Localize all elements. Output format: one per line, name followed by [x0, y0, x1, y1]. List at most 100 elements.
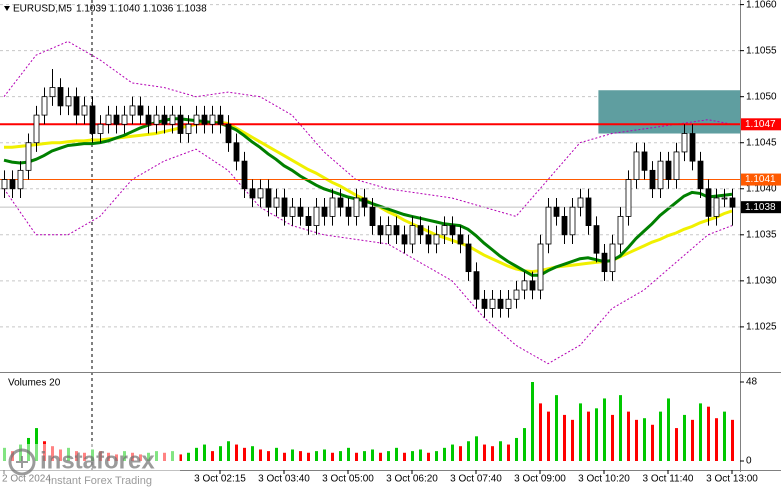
candle-body — [609, 243, 616, 273]
candle-body — [265, 188, 272, 208]
candle-body — [481, 298, 488, 309]
x-tick-label: 3 Oct 02:15 — [194, 474, 246, 485]
candle-body — [449, 225, 456, 236]
level-label: 1.1041 — [745, 174, 776, 185]
candle-body — [169, 114, 176, 125]
candle-body — [289, 206, 296, 217]
candle-body — [577, 197, 584, 208]
y-tick-label: 1.1035 — [746, 229, 777, 240]
candle-body — [705, 188, 712, 217]
candle-body — [241, 160, 248, 190]
level-label: 1.1038 — [745, 202, 776, 213]
candle-body — [305, 215, 312, 226]
candle-body — [217, 114, 224, 125]
watermark-logo-mark — [16, 456, 28, 468]
volume-tick-label: 48 — [746, 377, 758, 388]
candle-body — [145, 114, 152, 125]
y-tick-label: 1.1050 — [746, 91, 777, 102]
zone — [598, 90, 740, 134]
candle-body — [601, 252, 608, 273]
candle-body — [273, 197, 280, 208]
level-box — [741, 173, 781, 186]
candle-body — [433, 234, 440, 245]
candle-body — [313, 206, 320, 226]
candle-body — [457, 234, 464, 245]
candle-body — [353, 197, 360, 217]
x-tick-label: 3 Oct 05:00 — [322, 474, 374, 485]
volume-title: Volumes 20 — [8, 378, 61, 389]
candle-body — [257, 188, 264, 199]
candle-body — [9, 179, 16, 190]
candle-body — [177, 114, 184, 134]
candle-body — [713, 197, 720, 217]
candle-body — [137, 105, 144, 116]
x-tick-label: 3 Oct 06:20 — [386, 474, 438, 485]
candle-body — [689, 133, 696, 162]
candle-body — [729, 197, 736, 208]
candle-body — [281, 197, 288, 217]
candle-body — [25, 142, 32, 171]
candle-body — [537, 243, 544, 291]
y-tick-label: 1.1030 — [746, 275, 777, 286]
candle-body — [393, 225, 400, 236]
candle-body — [1, 179, 8, 190]
y-tick-label: 1.1060 — [746, 0, 777, 10]
candle-body — [617, 215, 624, 245]
candle-body — [545, 206, 552, 245]
candle-body — [489, 298, 496, 309]
candle-body — [521, 280, 528, 291]
candle-body — [201, 114, 208, 125]
y-tick-label: 1.1040 — [746, 183, 777, 194]
candle-body — [641, 151, 648, 171]
candle-body — [209, 114, 216, 125]
candle-body — [425, 234, 432, 245]
candle-body — [185, 123, 192, 134]
candle-body — [665, 160, 672, 180]
candle-body — [401, 234, 408, 245]
watermark-brand: instaforex — [40, 447, 155, 474]
candle-body — [625, 179, 632, 217]
candle-body — [361, 197, 368, 208]
candle-body — [553, 206, 560, 217]
main-layer — [0, 40, 740, 461]
candle-body — [329, 197, 336, 217]
level-box — [741, 201, 781, 214]
candle-body — [49, 87, 56, 98]
candle-body — [721, 197, 728, 200]
level-label: 1.1047 — [745, 119, 776, 130]
candle-body — [121, 114, 128, 125]
candle-body — [649, 169, 656, 190]
x-tick-label: 3 Oct 11:40 — [643, 474, 694, 485]
candle-body — [89, 105, 96, 134]
y-tick-label: 1.1045 — [746, 137, 777, 148]
candle-body — [505, 298, 512, 309]
candle-body — [657, 160, 664, 190]
quote: 1.1039 1.1040 1.1036 1.1038 — [76, 4, 207, 15]
candle-body — [225, 123, 232, 144]
candle-body — [409, 225, 416, 245]
candle-body — [97, 123, 104, 134]
candle-body — [249, 188, 256, 199]
candle-body — [129, 105, 136, 116]
candle-body — [81, 105, 88, 116]
candle-body — [17, 169, 24, 190]
x-tick-label: 3 Oct 13:00 — [706, 474, 758, 485]
volume-tick-label: 0 — [746, 456, 752, 467]
candle-body — [65, 96, 72, 107]
candle-body — [673, 151, 680, 180]
watermark: instaforex Instant Forex Trading — [0, 444, 180, 489]
candle-body — [57, 87, 64, 107]
candle-body — [569, 206, 576, 236]
candle-body — [337, 197, 344, 208]
candle-body — [385, 225, 392, 236]
y-tick-label: 1.1025 — [746, 322, 777, 333]
candle-body — [105, 114, 112, 125]
watermark-logo — [8, 448, 36, 476]
candle-body — [465, 243, 472, 273]
candle-body — [513, 289, 520, 300]
candle-body — [297, 206, 304, 217]
x-tick-label: 3 Oct 10:20 — [578, 474, 630, 485]
line-series — [3, 40, 733, 217]
